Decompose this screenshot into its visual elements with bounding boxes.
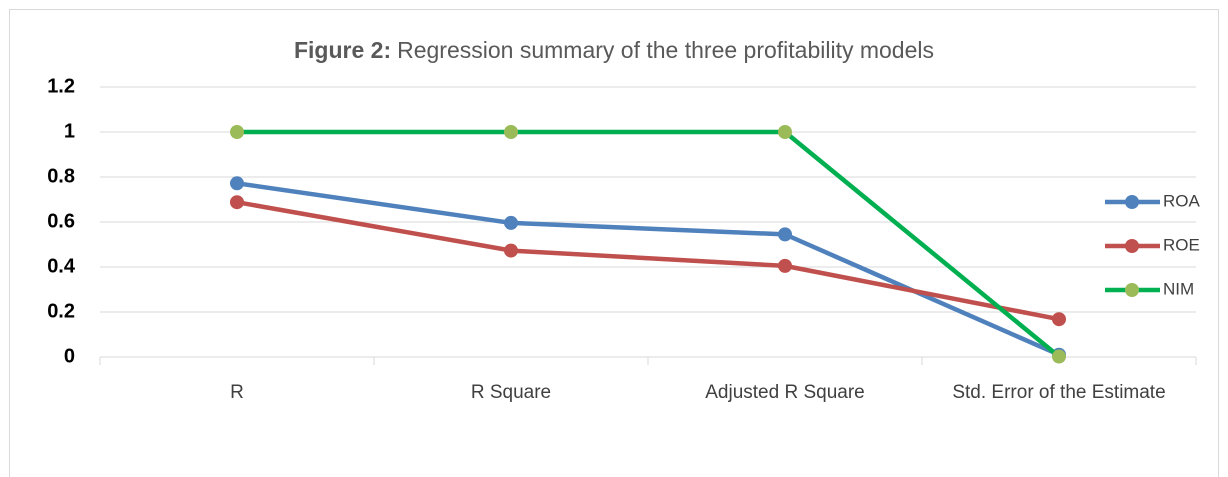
title-text: Regression summary of the three profitab… bbox=[397, 37, 934, 63]
data-point bbox=[778, 125, 792, 139]
y-tick-label: 0.6 bbox=[47, 210, 75, 232]
data-point bbox=[1052, 312, 1066, 327]
data-point bbox=[504, 215, 518, 230]
x-tick-label: R Square bbox=[471, 382, 551, 403]
x-tick-label: Adjusted R Square bbox=[705, 382, 865, 403]
y-tick-label: 0.2 bbox=[47, 300, 75, 322]
data-point bbox=[230, 195, 244, 210]
x-tick-label: Std. Error of the Estimate bbox=[952, 382, 1165, 403]
data-point bbox=[1052, 349, 1066, 364]
data-point bbox=[230, 125, 244, 139]
y-tick-label: 0.8 bbox=[47, 165, 75, 187]
legend-marker bbox=[1125, 195, 1139, 209]
legend-marker bbox=[1125, 239, 1139, 253]
data-point bbox=[504, 125, 518, 139]
chart-title: Figure 2: Regression summary of the three… bbox=[294, 37, 934, 63]
y-tick-label: 1 bbox=[64, 120, 75, 142]
legend-label: ROE bbox=[1163, 235, 1200, 254]
series-line bbox=[237, 129, 1061, 359]
y-tick-label: 0 bbox=[64, 345, 75, 367]
series-line bbox=[236, 199, 1060, 322]
y-tick-label: 0.4 bbox=[47, 255, 76, 277]
data-point bbox=[778, 227, 792, 242]
legend-label: ROA bbox=[1163, 191, 1201, 210]
data-point bbox=[778, 258, 792, 273]
data-point bbox=[504, 243, 518, 258]
legend-label: NIM bbox=[1163, 279, 1194, 298]
y-tick-label: 1.2 bbox=[47, 75, 75, 97]
data-point bbox=[230, 176, 244, 191]
chart-border bbox=[9, 9, 1219, 477]
figure-label: Figure 2: bbox=[294, 37, 391, 63]
legend-marker bbox=[1125, 283, 1139, 297]
x-tick-label: R bbox=[230, 382, 244, 403]
